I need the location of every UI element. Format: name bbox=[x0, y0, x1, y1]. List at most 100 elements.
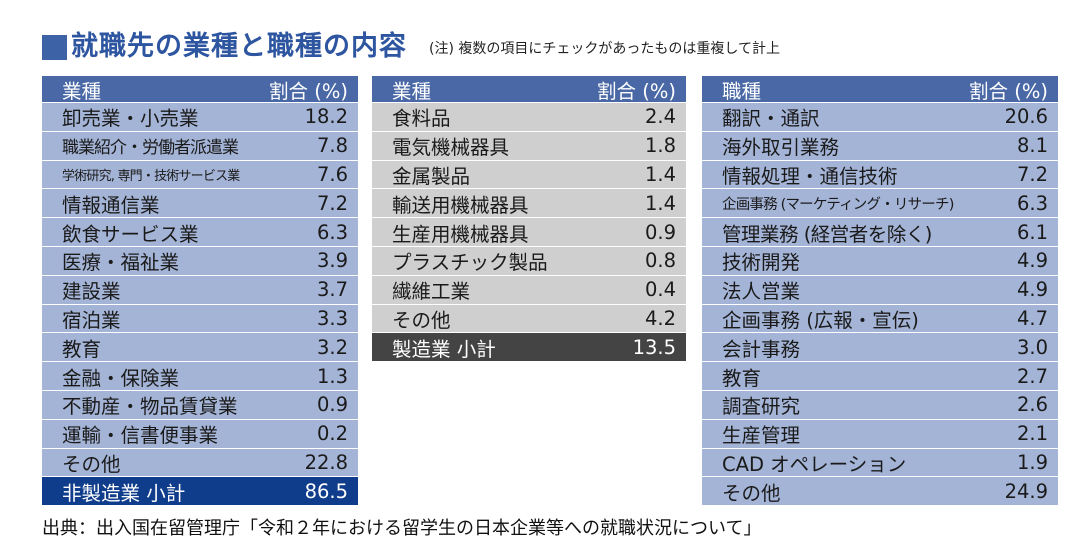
table-row: 卸売業・小売業 18.2 bbox=[42, 103, 358, 132]
row-label: 金属製品 bbox=[392, 165, 471, 188]
row-label: 企画事務 (マーケティング・リサーチ) bbox=[722, 196, 954, 213]
table-row: 生産用機械器具 0.9 bbox=[372, 218, 686, 247]
row-value: 1.4 bbox=[644, 191, 676, 215]
table-row: 飲食サービス業 6.3 bbox=[42, 218, 358, 247]
row-value: 2.6 bbox=[1016, 393, 1048, 417]
page-title: 就職先の業種と職種の内容 bbox=[71, 31, 407, 62]
row-label: 不動産・物品賃貸業 bbox=[62, 395, 238, 419]
table-row: 会計事務 3.0 bbox=[702, 333, 1058, 363]
row-value: 4.9 bbox=[1016, 278, 1048, 302]
row-value: 3.9 bbox=[316, 249, 348, 273]
title-block: 就職先の業種と職種の内容 (注) 複数の項目にチェックがあったものは重複して計上 bbox=[42, 26, 780, 66]
header-value: 割合 (%) bbox=[597, 79, 676, 103]
row-label: 教育 bbox=[722, 366, 762, 390]
table-row: その他 4.2 bbox=[372, 304, 686, 334]
table-row: CAD オペレーション 1.9 bbox=[702, 448, 1058, 478]
table-row: 職業紹介・労働者派遣業 7.8 bbox=[42, 131, 358, 161]
table-row: 学術研究, 専門・技術サービス業 7.6 bbox=[42, 160, 358, 190]
row-value: 22.8 bbox=[304, 450, 348, 474]
row-value: 8.1 bbox=[1016, 134, 1048, 158]
row-value: 18.2 bbox=[304, 105, 348, 129]
row-value: 2.4 bbox=[644, 105, 676, 129]
row-label: 会計事務 bbox=[722, 337, 801, 361]
row-label: 医療・福祉業 bbox=[62, 251, 180, 275]
row-value: 4.7 bbox=[1016, 306, 1048, 330]
industry-table-nonmanufacturing: 業種 割合 (%) 卸売業・小売業 18.2 職業紹介・労働者派遣業 7.8 学術研… bbox=[42, 76, 358, 507]
row-value: 0.9 bbox=[644, 220, 676, 244]
row-label: 宿泊業 bbox=[62, 308, 121, 332]
table-row: 翻訳・通訳 20.6 bbox=[702, 103, 1058, 132]
row-label: 電気機械器具 bbox=[392, 136, 510, 160]
table-header: 業種 割合 (%) bbox=[42, 76, 358, 103]
row-label: 生産用機械器具 bbox=[392, 222, 529, 246]
row-label: 運輸・信書便事業 bbox=[62, 424, 219, 448]
row-value: 7.2 bbox=[1016, 162, 1048, 186]
row-label: 技術開発 bbox=[722, 251, 801, 275]
table-row: 運輸・信書便事業 0.2 bbox=[42, 419, 358, 449]
table-row: 情報通信業 7.2 bbox=[42, 189, 358, 219]
table-row: 生産管理 2.1 bbox=[702, 419, 1058, 449]
table-row: 企画事務 (マーケティング・リサーチ) 6.3 bbox=[702, 189, 1058, 219]
row-label: プラスチック製品 bbox=[392, 251, 548, 275]
row-value: 0.2 bbox=[316, 422, 348, 446]
row-value: 0.4 bbox=[644, 278, 676, 302]
table-row: 法人営業 4.9 bbox=[702, 275, 1058, 305]
table-row: 情報処理・通信技術 7.2 bbox=[702, 160, 1058, 190]
row-label: CAD オペレーション bbox=[722, 452, 907, 476]
table-row: 管理業務 (経営者を除く) 6.1 bbox=[702, 218, 1058, 247]
row-label: 調査研究 bbox=[722, 395, 801, 419]
row-label: 繊維工業 bbox=[392, 280, 471, 304]
table-row: 繊維工業 0.4 bbox=[372, 275, 686, 305]
table-header: 業種 割合 (%) bbox=[372, 76, 686, 103]
subtotal-label: 製造業 小計 bbox=[392, 337, 496, 361]
row-label: 翻訳・通訳 bbox=[722, 107, 820, 131]
row-value: 24.9 bbox=[1004, 479, 1048, 503]
table-row: 食料品 2.4 bbox=[372, 103, 686, 132]
table-row: 技術開発 4.9 bbox=[702, 246, 1058, 276]
row-label: 生産管理 bbox=[722, 424, 801, 448]
table-row: その他 24.9 bbox=[702, 477, 1058, 507]
row-value: 4.9 bbox=[1016, 249, 1048, 273]
table-row: 宿泊業 3.3 bbox=[42, 304, 358, 334]
row-value: 0.8 bbox=[644, 249, 676, 273]
row-label: 情報処理・通信技術 bbox=[722, 165, 898, 188]
row-value: 7.8 bbox=[316, 134, 348, 158]
row-label: 教育 bbox=[62, 337, 102, 361]
table-row: 医療・福祉業 3.9 bbox=[42, 246, 358, 276]
row-label: その他 bbox=[722, 481, 781, 505]
row-value: 7.6 bbox=[316, 162, 348, 186]
row-value: 3.3 bbox=[316, 306, 348, 330]
row-label: 金融・保険業 bbox=[62, 366, 180, 390]
row-value: 4.2 bbox=[644, 306, 676, 330]
note-text: (注) 複数の項目にチェックがあったものは重複して計上 bbox=[429, 41, 780, 57]
row-value: 20.6 bbox=[1004, 105, 1048, 129]
subtotal-row: 製造業 小計 13.5 bbox=[372, 333, 686, 363]
table-row: 企画事務 (広報・宣伝) 4.7 bbox=[702, 304, 1058, 334]
subtotal-row: 非製造業 小計 86.5 bbox=[42, 477, 358, 507]
industry-table-manufacturing: 業種 割合 (%) 食料品 2.4 電気機械器具 1.8 金属製品 1.4 輸送用機械… bbox=[372, 76, 686, 363]
header-value: 割合 (%) bbox=[969, 79, 1048, 103]
table-row: 金属製品 1.4 bbox=[372, 160, 686, 190]
table-row: 建設業 3.7 bbox=[42, 275, 358, 305]
table-row: 電気機械器具 1.8 bbox=[372, 131, 686, 161]
table-row: 教育 3.2 bbox=[42, 333, 358, 363]
table-header: 職種 割合 (%) bbox=[702, 76, 1058, 103]
row-value: 1.8 bbox=[644, 134, 676, 158]
row-label: 法人営業 bbox=[722, 280, 801, 304]
row-label: 食料品 bbox=[392, 107, 451, 131]
row-value: 7.2 bbox=[316, 191, 348, 215]
row-value: 2.7 bbox=[1016, 364, 1048, 388]
table-row: 調査研究 2.6 bbox=[702, 390, 1058, 420]
header-label: 業種 bbox=[392, 79, 432, 103]
header-value: 割合 (%) bbox=[269, 79, 348, 103]
subtotal-value: 13.5 bbox=[632, 335, 676, 359]
source-citation: 出典：出入国在留管理庁「令和２年における留学生の日本企業等への就職状況について」 bbox=[42, 518, 762, 539]
row-label: 学術研究, 専門・技術サービス業 bbox=[62, 168, 240, 184]
table-row: 教育 2.7 bbox=[702, 362, 1058, 391]
row-label: その他 bbox=[62, 452, 121, 476]
row-label: 建設業 bbox=[62, 280, 121, 304]
row-value: 1.4 bbox=[644, 162, 676, 186]
header-label: 業種 bbox=[62, 79, 102, 103]
row-label: 情報通信業 bbox=[62, 193, 160, 217]
table-row: 不動産・物品賃貸業 0.9 bbox=[42, 390, 358, 420]
